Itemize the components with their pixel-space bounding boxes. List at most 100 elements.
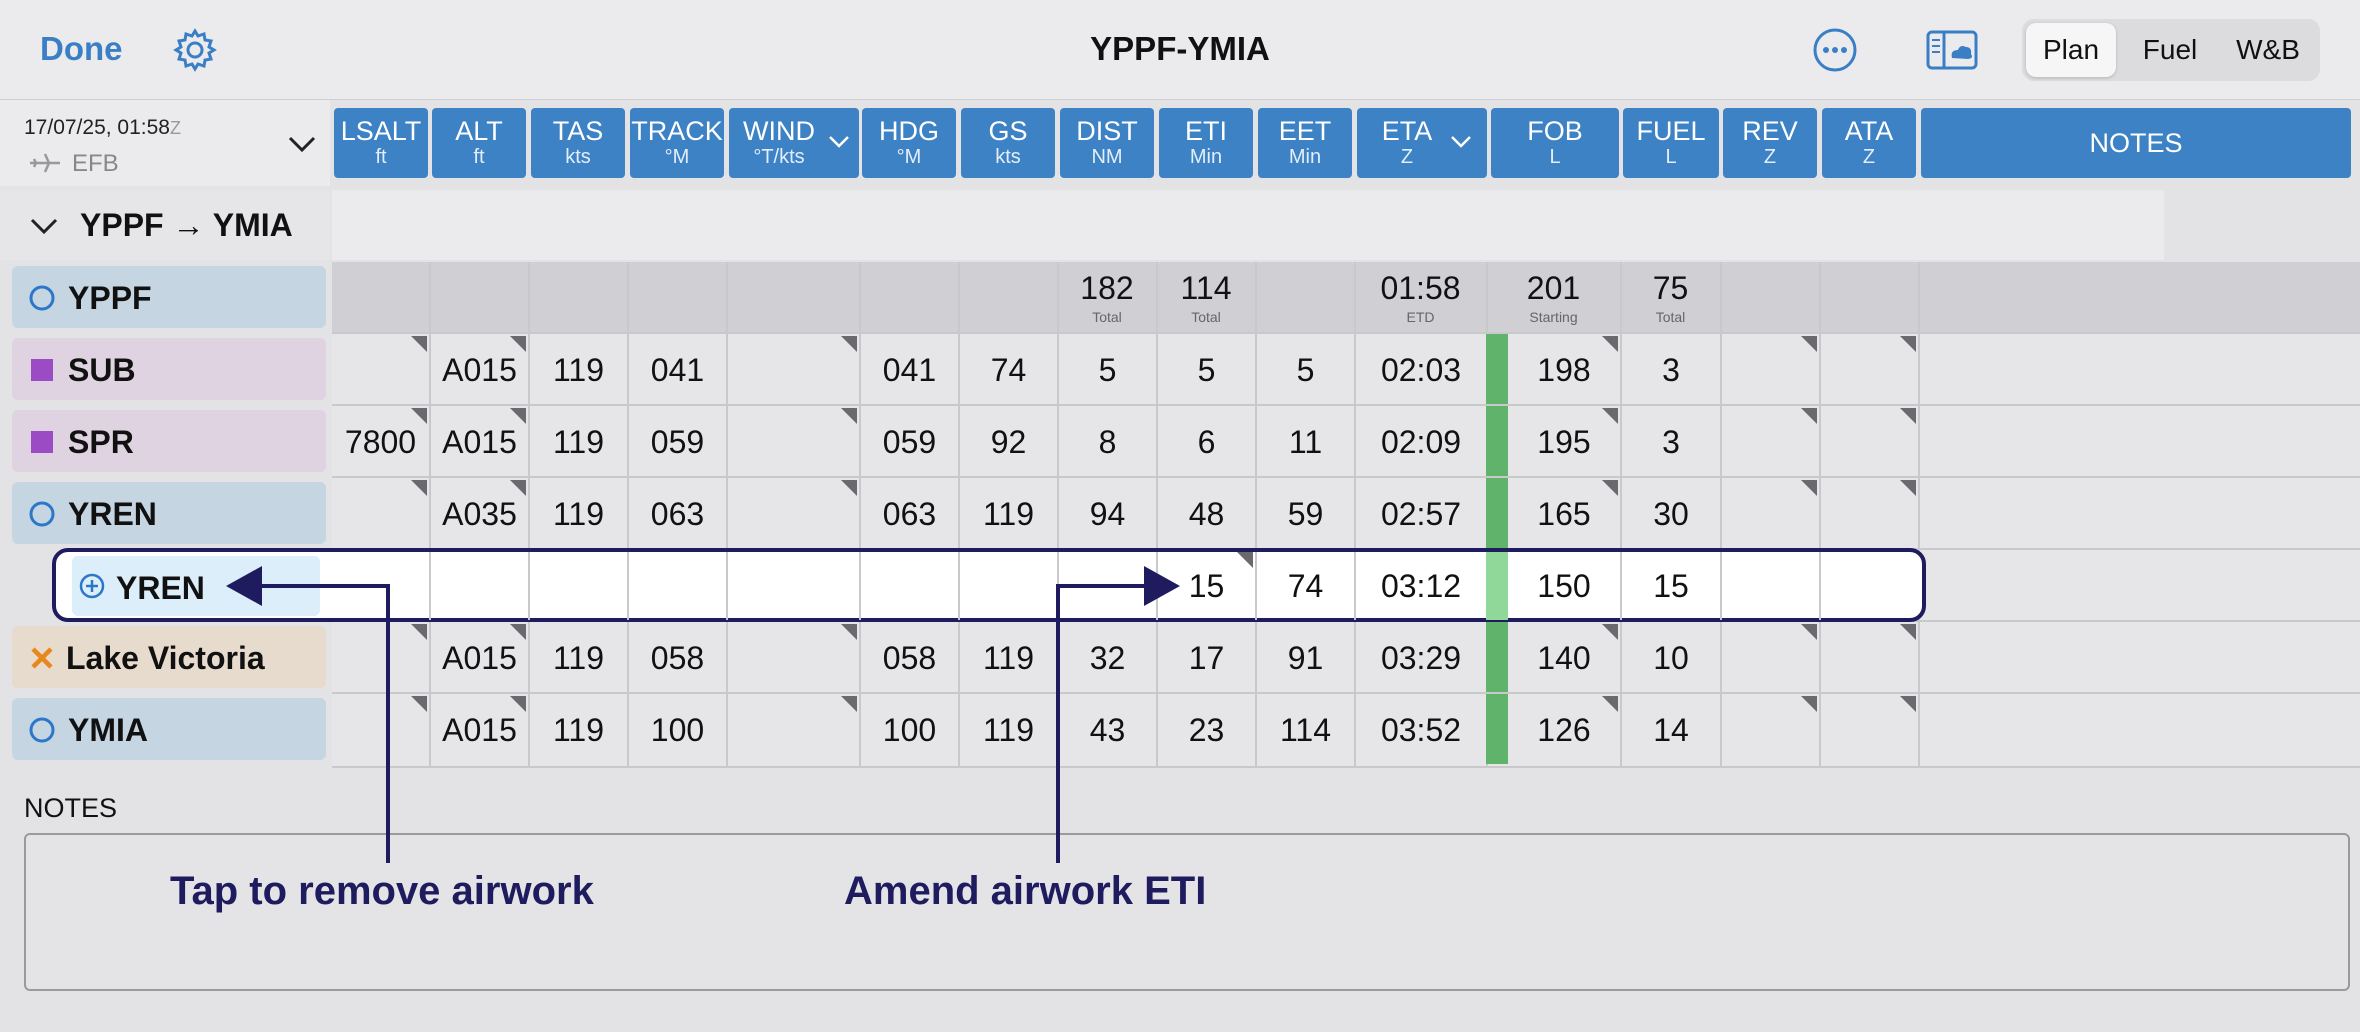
col-eta[interactable]: ETA Z [1357,108,1487,178]
cell-eta[interactable]: 03:12 [1380,568,1462,604]
plan-source-selector[interactable]: 17/07/25, 01:58Z EFB [0,100,330,186]
cell-gs[interactable]: 119 [982,496,1034,532]
col-alt[interactable]: ALT ft [432,108,526,178]
cell-fob[interactable]: 195 [1537,424,1591,460]
remove-airwork-icon[interactable] [78,572,106,600]
cell-dist[interactable]: 43 [1089,712,1126,748]
cell-track[interactable]: 041 [650,352,705,388]
cell-fuel[interactable]: 14 [1653,712,1689,748]
done-button[interactable]: Done [40,30,123,67]
cell-gs[interactable]: 74 [990,352,1027,388]
table-row[interactable] [332,334,2360,406]
cell-track[interactable]: 100 [650,712,705,748]
tab-plan[interactable]: Plan [2026,23,2116,77]
cell-eet[interactable]: 91 [1287,640,1324,676]
more-icon[interactable] [1812,27,1858,73]
cell-eti[interactable]: 17 [1188,640,1225,676]
cell-track[interactable]: 058 [650,640,705,676]
cell-hdg[interactable]: 058 [882,640,937,676]
cell-fob[interactable]: 198 [1537,352,1591,388]
waypoint-label[interactable]: SUB [12,338,326,400]
cell-track[interactable]: 063 [650,496,705,532]
col-fuel[interactable]: FUEL L [1623,108,1719,178]
cell-gs[interactable]: 119 [982,640,1034,676]
cell-eti[interactable]: 15 [1188,568,1225,604]
cell-lsalt[interactable]: 7800 [344,424,417,460]
cell-eti[interactable]: 5 [1197,352,1216,388]
cell-eta[interactable]: 03:52 [1380,712,1462,748]
col-gs[interactable]: GS kts [961,108,1055,178]
cell-eti[interactable]: 6 [1197,424,1216,460]
cell-fob[interactable]: 150 [1537,568,1591,604]
cell-tas[interactable]: 119 [552,424,604,460]
chevron-down-icon[interactable] [28,216,60,236]
waypoint-label[interactable]: YREN [12,482,326,544]
cell-alt[interactable]: A015 [442,424,517,460]
col-ata[interactable]: ATA Z [1822,108,1916,178]
gear-icon[interactable] [170,25,220,75]
col-rev[interactable]: REV Z [1723,108,1817,178]
cell-fuel[interactable]: 15 [1653,568,1689,604]
starting-fob[interactable]: 201 [1526,270,1581,306]
tab-fuel[interactable]: Fuel [2142,34,2198,65]
notes-textarea[interactable] [24,833,2350,991]
cell-hdg[interactable]: 041 [882,352,937,388]
tab-wb[interactable]: W&B [2236,34,2300,65]
table-row[interactable] [332,622,2360,694]
cell-tas[interactable]: 119 [552,352,604,388]
cell-fuel[interactable]: 10 [1653,640,1689,676]
cell-fuel[interactable]: 3 [1662,424,1680,460]
col-track[interactable]: TRACK °M [630,108,724,178]
cell-fob[interactable]: 126 [1537,712,1591,748]
cell-alt[interactable]: A015 [442,640,517,676]
cell-gs[interactable]: 92 [990,424,1027,460]
cell-eta[interactable]: 02:03 [1380,352,1462,388]
col-fob[interactable]: FOB L [1491,108,1619,178]
cell-eet[interactable]: 11 [1288,424,1323,460]
waypoint-label[interactable]: YMIA [12,698,326,760]
col-eet[interactable]: EET Min [1258,108,1352,178]
cell-eti[interactable]: 23 [1188,712,1225,748]
cell-dist[interactable]: 32 [1089,640,1126,676]
cell-alt[interactable]: A015 [442,352,517,388]
cell-tas[interactable]: 119 [552,496,604,532]
col-wind[interactable]: WIND °T/kts [729,108,859,178]
cell-eet[interactable]: 59 [1287,496,1324,532]
cell-alt[interactable]: A035 [442,496,517,532]
cell-dist[interactable]: 5 [1098,352,1117,388]
etd-value[interactable]: 01:58 [1380,270,1461,306]
cell-eet[interactable]: 74 [1287,568,1324,604]
cell-eet[interactable]: 5 [1296,352,1315,388]
col-eti[interactable]: ETI Min [1159,108,1253,178]
cell-eta[interactable]: 02:09 [1380,424,1462,460]
cell-fuel[interactable]: 3 [1662,352,1680,388]
col-notes[interactable]: NOTES [1921,108,2351,178]
cell-hdg[interactable]: 063 [882,496,937,532]
route-group-header[interactable] [0,190,330,260]
cell-dist[interactable]: 94 [1089,496,1126,532]
cell-dist[interactable]: 8 [1098,424,1117,460]
cell-fuel[interactable]: 30 [1653,496,1689,532]
cell-fob[interactable]: 165 [1537,496,1591,532]
waypoint-label[interactable]: SPR [12,410,326,472]
cell-eta[interactable]: 02:57 [1380,496,1462,532]
cell-tas[interactable]: 119 [552,640,604,676]
table-row[interactable] [332,694,2360,766]
efb-panel-icon[interactable] [1926,30,1978,70]
col-lsalt[interactable]: LSALT ft [334,108,428,178]
cell-eti[interactable]: 48 [1188,496,1225,532]
cell-gs[interactable]: 119 [982,712,1034,748]
col-hdg[interactable]: HDG °M [862,108,956,178]
cell-eet[interactable]: 114 [1279,712,1331,748]
cell-hdg[interactable]: 100 [882,712,937,748]
waypoint-label[interactable]: Lake Victoria [12,626,326,688]
chevron-down-icon[interactable] [286,134,318,154]
cell-tas[interactable]: 119 [552,712,604,748]
cell-fob[interactable]: 140 [1537,640,1591,676]
table-row[interactable] [332,406,2360,478]
cell-track[interactable]: 059 [650,424,705,460]
col-dist[interactable]: DIST NM [1060,108,1154,178]
cell-alt[interactable]: A015 [442,712,517,748]
cell-hdg[interactable]: 059 [882,424,937,460]
table-row[interactable] [332,478,2360,550]
